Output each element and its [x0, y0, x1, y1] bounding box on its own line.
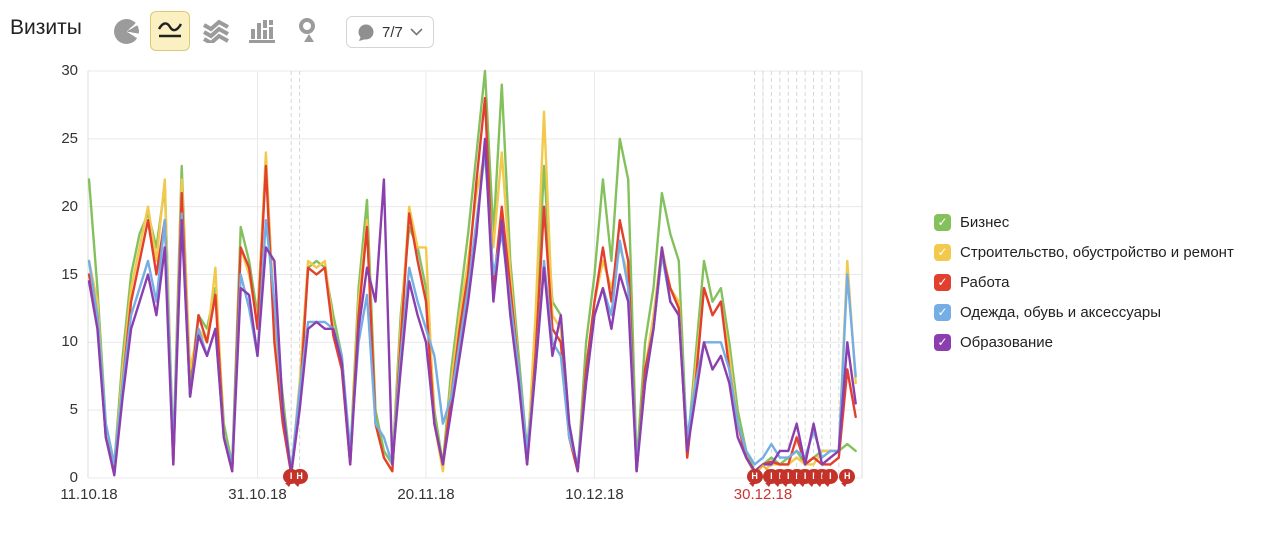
- legend-checkbox[interactable]: ✓: [934, 244, 951, 261]
- y-axis-label: 20: [61, 197, 78, 215]
- chart-legend: ✓ Бизнес ✓ Строительство, обустройство и ре…: [934, 214, 1234, 364]
- annotation-badge[interactable]: Н: [291, 469, 308, 487]
- page-title: Визиты: [10, 16, 82, 39]
- annotation-badge[interactable]: І: [822, 469, 839, 487]
- legend-item-3[interactable]: ✓ Одежда, обувь и аксессуары: [934, 304, 1234, 321]
- annotation-badge[interactable]: Н: [746, 469, 763, 487]
- y-axis-label: 10: [61, 333, 78, 351]
- x-axis-label: 30.12.18: [733, 486, 793, 503]
- comments-dropdown[interactable]: 7/7: [346, 16, 434, 48]
- legend-item-2[interactable]: ✓ Работа: [934, 274, 1234, 291]
- geo-map-icon[interactable]: [288, 11, 328, 51]
- legend-label: Бизнес: [960, 214, 1010, 231]
- chevron-down-icon: [410, 28, 423, 36]
- line-chart-icon[interactable]: [150, 11, 190, 51]
- legend-checkbox[interactable]: ✓: [934, 274, 951, 291]
- legend-label: Строительство, обустройство и ремонт: [960, 244, 1234, 261]
- pie-chart-glyph: [113, 18, 139, 44]
- stacked-area-icon[interactable]: [196, 11, 236, 51]
- comment-bubble-icon: [358, 24, 374, 41]
- legend-item-0[interactable]: ✓ Бизнес: [934, 214, 1234, 231]
- y-axis-label: 15: [61, 265, 78, 283]
- y-axis-label: 30: [61, 62, 78, 79]
- y-axis-label: 0: [69, 469, 78, 486]
- x-axis-label: 11.10.18: [60, 486, 118, 503]
- legend-item-1[interactable]: ✓ Строительство, обустройство и ремонт: [934, 244, 1234, 261]
- series-line-2: [87, 96, 857, 476]
- legend-item-4[interactable]: ✓ Образование: [934, 334, 1234, 351]
- legend-checkbox[interactable]: ✓: [934, 214, 951, 231]
- legend-label: Работа: [960, 274, 1010, 291]
- pie-chart-icon[interactable]: [106, 11, 146, 51]
- legend-checkbox[interactable]: ✓: [934, 304, 951, 321]
- columns-icon[interactable]: [242, 11, 282, 51]
- x-axis-label: 31.10.18: [228, 486, 287, 503]
- stacked-area-glyph: [203, 19, 229, 43]
- comments-count: 7/7: [382, 23, 403, 41]
- legend-label: Образование: [960, 334, 1053, 351]
- annotation-badge[interactable]: Н: [839, 469, 856, 487]
- y-axis-label: 25: [61, 129, 78, 147]
- legend-checkbox[interactable]: ✓: [934, 334, 951, 351]
- series-line-4: [87, 137, 857, 477]
- line-chart-glyph: [157, 22, 183, 38]
- columns-glyph: [249, 20, 275, 43]
- x-axis-label: 20.11.18: [397, 486, 455, 503]
- y-axis-label: 5: [69, 401, 78, 419]
- x-axis-label: 10.12.18: [565, 486, 624, 503]
- legend-label: Одежда, обувь и аксессуары: [960, 304, 1162, 321]
- geo-map-glyph: [299, 18, 315, 42]
